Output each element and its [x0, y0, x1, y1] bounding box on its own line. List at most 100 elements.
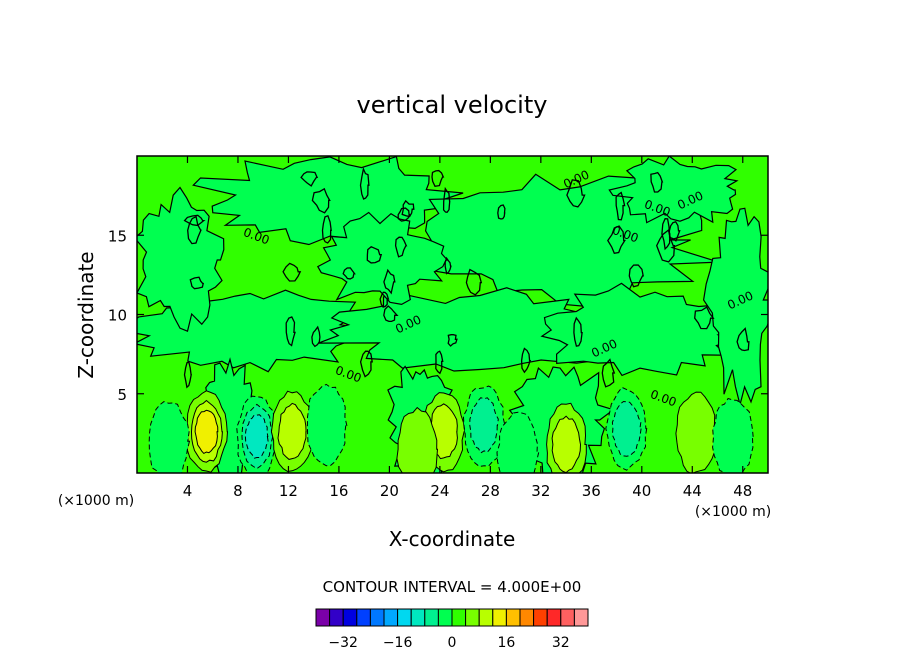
- colorbar-swatch: [342, 608, 358, 627]
- x-tick-label: 32: [531, 482, 550, 500]
- x-tick-label: 40: [632, 482, 651, 500]
- contour-line: [397, 207, 411, 222]
- contour-cell: [675, 391, 718, 473]
- y-tick-label: 15: [108, 227, 127, 245]
- colorbar-swatch: [315, 608, 331, 627]
- colorbar-tick-label: 32: [552, 635, 570, 651]
- contour-line: [359, 166, 370, 200]
- contour-line: [668, 221, 681, 242]
- colorbar-swatch: [533, 608, 548, 627]
- x-tick-label: 8: [233, 482, 243, 500]
- x-tick-label: 36: [582, 482, 601, 500]
- contour-cell: [611, 400, 642, 457]
- x-tick-label: 4: [183, 482, 193, 500]
- colorbar-swatch: [356, 608, 371, 627]
- contour-line: [366, 246, 383, 264]
- x-tick-label: 28: [481, 482, 500, 500]
- contour-line: [383, 268, 396, 295]
- x-tick-label: 12: [279, 482, 298, 500]
- zero-contour-region: [608, 156, 739, 224]
- x-tick-label: 16: [329, 482, 348, 500]
- contour-cell: [194, 409, 219, 455]
- contour-line: [379, 291, 390, 308]
- contour-line: [442, 186, 451, 214]
- contour-interval-text: CONTOUR INTERVAL = 4.000E+00: [323, 578, 582, 596]
- contour-line: [447, 334, 458, 347]
- contour-line: [520, 347, 532, 374]
- y-tick-label: 10: [108, 307, 127, 325]
- colorbar-tick-label: −16: [383, 635, 413, 651]
- contour-line: [607, 225, 626, 255]
- colorbar-swatch: [329, 608, 344, 627]
- contour-line: [183, 361, 192, 389]
- contour-line: [628, 264, 644, 288]
- contour-line: [573, 316, 583, 347]
- x-tick-label: 44: [683, 482, 702, 500]
- contour-line: [465, 268, 483, 296]
- colorbar-swatch: [505, 608, 521, 627]
- y-axis-label: Z-coordinate: [74, 251, 98, 378]
- contour-line: [401, 199, 415, 218]
- contour-line: [650, 171, 664, 193]
- colorbar-tick-labels: −32 −16 0 16 32: [328, 635, 569, 651]
- colorbar-swatch: [573, 608, 589, 627]
- contour-line: [189, 276, 205, 290]
- contour-line: [444, 256, 452, 275]
- colorbar-tick-label: 0: [448, 635, 457, 651]
- y-axis: 5 10 15: [108, 227, 768, 404]
- contour-line: [187, 215, 202, 245]
- colorbar-swatch: [546, 608, 562, 627]
- contour-line: [311, 325, 321, 348]
- contour-cell: [396, 406, 439, 473]
- colorbar-tick-label: 16: [497, 635, 515, 651]
- colorbar-swatch: [410, 608, 426, 627]
- y-tick-label: 5: [117, 386, 127, 404]
- contour-line: [736, 327, 750, 352]
- x-tick-label: 24: [430, 482, 449, 500]
- contour-cell: [277, 402, 307, 460]
- contour-line: [601, 358, 616, 388]
- contour-line: [342, 267, 356, 280]
- colorbar-swatch: [492, 608, 507, 627]
- contour-line: [435, 350, 444, 375]
- colorbar-swatch: [519, 608, 535, 627]
- colorbar-swatch: [437, 608, 453, 627]
- contour-line: [655, 228, 676, 263]
- x-axis: 4 8 12 16 20 24 28 32 36 40 44 48: [183, 156, 752, 500]
- x-axis-label: X-coordinate: [389, 527, 516, 551]
- colorbar-swatch: [560, 608, 575, 627]
- colorbar: [315, 608, 589, 627]
- contour-cell: [148, 401, 191, 473]
- contour-line: [566, 179, 586, 208]
- x-unit-left: (×1000 m): [58, 493, 134, 509]
- contour-cell: [712, 397, 754, 473]
- contour-line: [285, 316, 296, 347]
- colorbar-tick-label: −32: [328, 635, 358, 651]
- colorbar-swatch: [478, 608, 494, 627]
- x-tick-label: 48: [733, 482, 752, 500]
- contour-cell: [306, 383, 348, 467]
- x-unit-right: (×1000 m): [695, 504, 771, 520]
- contour-line: [431, 169, 445, 188]
- colorbar-swatch: [383, 608, 399, 627]
- colorbar-swatch: [451, 608, 467, 627]
- colorbar-swatch: [465, 608, 480, 627]
- colorbar-swatch: [397, 608, 412, 627]
- contour-cell: [496, 411, 540, 473]
- zero-contour-region: [316, 211, 449, 306]
- contour-cell: [244, 414, 269, 459]
- contour-line: [694, 306, 715, 330]
- zero-contour-region: [137, 186, 225, 333]
- contour-line: [359, 350, 373, 378]
- zero-contour-region: [702, 207, 768, 405]
- contour-line: [311, 187, 331, 214]
- colorbar-swatch: [424, 608, 439, 627]
- zero-contour-region: [540, 282, 745, 377]
- contour-line: [615, 191, 626, 221]
- contour-line: [394, 236, 408, 258]
- contour-line: [321, 214, 332, 244]
- contour-cell: [551, 415, 582, 473]
- contour-line: [383, 305, 399, 323]
- plot-area: 0.000.00 0.000.000.000.000.000.000.000.00: [136, 155, 769, 474]
